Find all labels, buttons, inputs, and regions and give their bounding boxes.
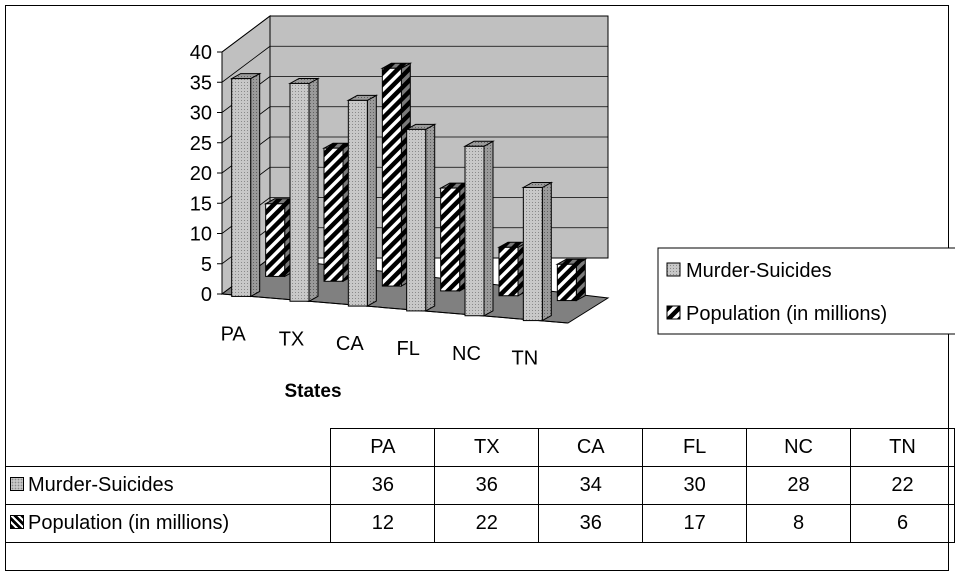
table-cell: 22 [434, 504, 540, 543]
bar-front [464, 145, 485, 317]
bar-murder-suicides [463, 140, 495, 317]
x-tick-label: FL [396, 338, 419, 360]
bar-front [498, 246, 519, 297]
bar-population [497, 241, 529, 297]
legend-box [657, 247, 955, 335]
table-header-cell: NC [746, 428, 852, 467]
table-header-row: PA TX CA FL NC TN [5, 428, 955, 467]
legend-label: Murder-Suicides [686, 260, 832, 282]
table-row-label: Population (in millions) [4, 504, 332, 543]
bar-side [250, 72, 261, 298]
x-tick-label: CA [336, 333, 364, 355]
legend: Murder-Suicides Population (in millions) [657, 247, 955, 335]
gridline [221, 15, 271, 53]
bar-murder-suicides [229, 72, 262, 298]
x-axis-line [221, 293, 569, 324]
bar-murder-suicides [288, 77, 320, 303]
y-tick-label: 40 [190, 42, 212, 64]
y-tick-label: 10 [190, 224, 212, 246]
gridline [221, 45, 271, 83]
bar-front [265, 203, 286, 277]
bar-side [425, 123, 436, 312]
bar-murder-suicides [404, 123, 437, 312]
bar-murder-suicides [346, 94, 379, 307]
y-tick-label: 0 [201, 284, 212, 306]
table-cell: 22 [850, 466, 955, 505]
bar-side [308, 77, 319, 303]
table-row-series-2: Population (in millions) 12 22 36 17 8 6 [4, 504, 955, 543]
bar-front [347, 99, 368, 307]
table-cell: 8 [746, 504, 852, 543]
bar-front [381, 67, 402, 287]
bar-population [263, 197, 296, 278]
bar-population [322, 142, 354, 283]
legend-label: Population (in millions) [686, 303, 887, 325]
table-cell: 36 [330, 466, 436, 505]
y-tick-label: 5 [201, 254, 212, 276]
table-header-cell: CA [538, 428, 644, 467]
table-header-cell: TN [850, 428, 955, 467]
legend-key-icon [666, 305, 681, 320]
bar-side [541, 181, 552, 322]
x-tick-label: PA [221, 323, 247, 345]
bar-front [556, 263, 577, 302]
y-tick-label: 25 [190, 133, 212, 155]
bar-side [366, 94, 377, 307]
legend-key-icon [666, 262, 681, 277]
table-cell: 34 [538, 466, 644, 505]
table-cell: 6 [850, 504, 955, 543]
table-corner-cell [5, 428, 332, 467]
x-tick-label: NC [452, 343, 481, 365]
table-cell: 30 [642, 466, 748, 505]
bar-murder-suicides [521, 181, 554, 322]
data-table: PA TX CA FL NC TN Murder-Suicides 36 36 … [4, 428, 955, 543]
table-cell: 36 [434, 466, 540, 505]
bar-front [289, 82, 310, 302]
series-2-label: Population (in millions) [28, 512, 230, 534]
y-tick-label: 35 [190, 72, 212, 94]
bar-side [483, 140, 494, 317]
y-tick-label: 15 [190, 193, 212, 215]
y-tick-label: 20 [190, 163, 212, 185]
series-1-key-icon [10, 476, 24, 491]
bar-population [555, 258, 588, 302]
x-axis-label: States [284, 381, 341, 402]
bar-front [231, 78, 252, 297]
table-header-cell: TX [434, 428, 540, 467]
table-header-cell: FL [642, 428, 748, 467]
bar-population [438, 182, 471, 292]
table-cell: 12 [330, 504, 436, 543]
table-cell: 17 [642, 504, 748, 543]
table-cell: 36 [538, 504, 644, 543]
bar-front [440, 187, 461, 292]
series-2-key-icon [10, 514, 24, 529]
table-header-cell: PA [330, 428, 436, 467]
x-tick-label: TX [279, 328, 305, 350]
bar-side [575, 258, 586, 302]
bar-front [323, 147, 344, 282]
bar-front [406, 128, 427, 312]
x-tick-label: TN [511, 348, 538, 370]
y-tick-label: 30 [190, 103, 212, 125]
series-1-label: Murder-Suicides [28, 474, 174, 496]
bar-front [522, 186, 543, 322]
table-row-series-1: Murder-Suicides 36 36 34 30 28 22 [4, 466, 955, 505]
table-cell: 28 [746, 466, 852, 505]
bar-population [380, 62, 413, 287]
table-row-label: Murder-Suicides [4, 466, 332, 505]
